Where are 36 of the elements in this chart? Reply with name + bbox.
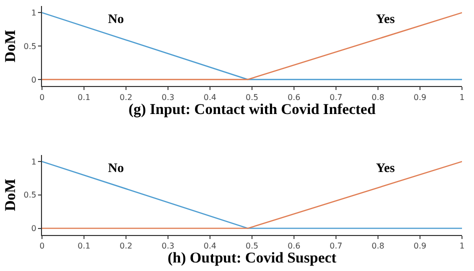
x-tick-label: 1 <box>459 242 465 251</box>
x-tick-label: 0.6 <box>288 242 300 251</box>
x-tick-label: 0.7 <box>330 242 342 251</box>
x-tick-label: 0.5 <box>246 92 258 102</box>
x-tick-label: 0.4 <box>204 242 216 251</box>
y-axis-title: DoM <box>2 30 19 62</box>
x-tick-label: 0.3 <box>162 92 174 102</box>
x-axis-title: (h) Output: Covid Suspect <box>168 250 336 267</box>
y-tick-label: 1 <box>31 8 36 18</box>
x-axis-title: (g) Input: Contact with Covid Infected <box>128 102 376 118</box>
x-tick-label: 0.8 <box>372 92 384 102</box>
y-tick-label: 1 <box>31 157 36 166</box>
x-tick-label: 0.6 <box>288 92 300 102</box>
y-tick-label: 0 <box>31 75 36 84</box>
y-tick-label: 0.5 <box>24 190 36 200</box>
y-tick-label: 0.5 <box>24 42 36 51</box>
series-label: No <box>108 11 124 26</box>
x-tick-label: 0.2 <box>120 242 132 251</box>
x-tick-label: 0.2 <box>120 92 132 102</box>
x-tick-label: 0 <box>39 92 45 102</box>
series-label: No <box>108 160 124 175</box>
y-tick-label: 0 <box>31 224 36 234</box>
x-tick-label: 0.4 <box>204 92 216 102</box>
x-tick-label: 1 <box>459 92 465 102</box>
series-label: Yes <box>376 160 395 175</box>
series-label: Yes <box>376 11 395 26</box>
x-tick-label: 0.3 <box>162 242 174 251</box>
x-tick-label: 0.9 <box>414 92 426 102</box>
x-tick-label: 0.7 <box>330 92 342 102</box>
x-tick-label: 0.1 <box>78 92 90 102</box>
y-axis-title: DoM <box>2 178 19 212</box>
x-tick-label: 0 <box>39 242 45 251</box>
x-tick-label: 0.8 <box>372 242 384 251</box>
x-tick-label: 0.9 <box>414 242 426 251</box>
x-tick-label: 0.5 <box>246 242 258 251</box>
x-tick-label: 0.1 <box>78 242 90 251</box>
